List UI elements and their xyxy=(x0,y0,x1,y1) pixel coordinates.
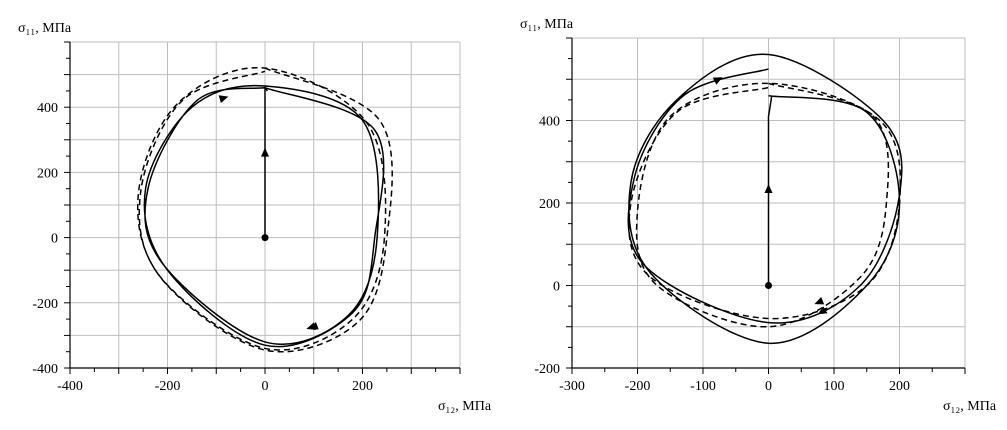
y-tick-label: 200 xyxy=(539,197,560,212)
loading-arrow xyxy=(764,184,773,194)
x-tick-label: -300 xyxy=(559,379,585,394)
y-tick-label: 200 xyxy=(37,166,58,181)
y-tick-label: -200 xyxy=(32,297,58,312)
loading-arrow xyxy=(261,147,269,157)
direction-arrow xyxy=(712,77,723,85)
loading-path xyxy=(264,85,269,238)
y-tick-label: 0 xyxy=(51,232,58,247)
x-tick-label: 200 xyxy=(889,379,910,394)
y-tick-label: -400 xyxy=(32,362,58,377)
direction-arrow xyxy=(814,296,825,305)
series-dashed-curve xyxy=(137,66,393,353)
direction-arrow xyxy=(218,95,229,103)
chart-1: -400 -200 0 200 -400 -200 0 200 400 σ₁₁, МПа σ₁₂, … xyxy=(18,21,492,414)
y-tick-label: 400 xyxy=(539,115,560,130)
x-tick-label: 0 xyxy=(262,379,269,394)
direction-arrow xyxy=(306,322,317,330)
series-solid-curve xyxy=(143,84,385,348)
y-axis-title: σ₁₁, МПа xyxy=(520,17,574,32)
origin-point xyxy=(765,282,772,289)
series-dashed-curve xyxy=(628,82,902,328)
x-tick-label: 0 xyxy=(765,379,772,394)
x-tick-label: -100 xyxy=(690,379,716,394)
y-tick-label: -200 xyxy=(534,362,560,377)
x-tick-label: -400 xyxy=(57,379,83,394)
x-axis-title: σ₁₂, МПа xyxy=(943,399,997,414)
y-tick-label: 400 xyxy=(37,101,58,116)
x-tick-label: 200 xyxy=(352,379,373,394)
y-axis-title: σ₁₁, МПа xyxy=(18,21,72,36)
series-solid-curve xyxy=(627,53,903,345)
x-tick-label: -200 xyxy=(155,379,181,394)
loading-path xyxy=(767,95,773,286)
x-tick-label: -200 xyxy=(625,379,651,394)
x-tick-label: 100 xyxy=(824,379,845,394)
chart-2: -300 -200 -100 0 100 200 -200 0 200 400 σ₁₁, МПа σ₁… xyxy=(520,17,997,414)
y-tick-label: 0 xyxy=(553,280,560,295)
x-axis-title: σ₁₂, МПа xyxy=(438,399,492,414)
origin-point xyxy=(261,234,269,242)
